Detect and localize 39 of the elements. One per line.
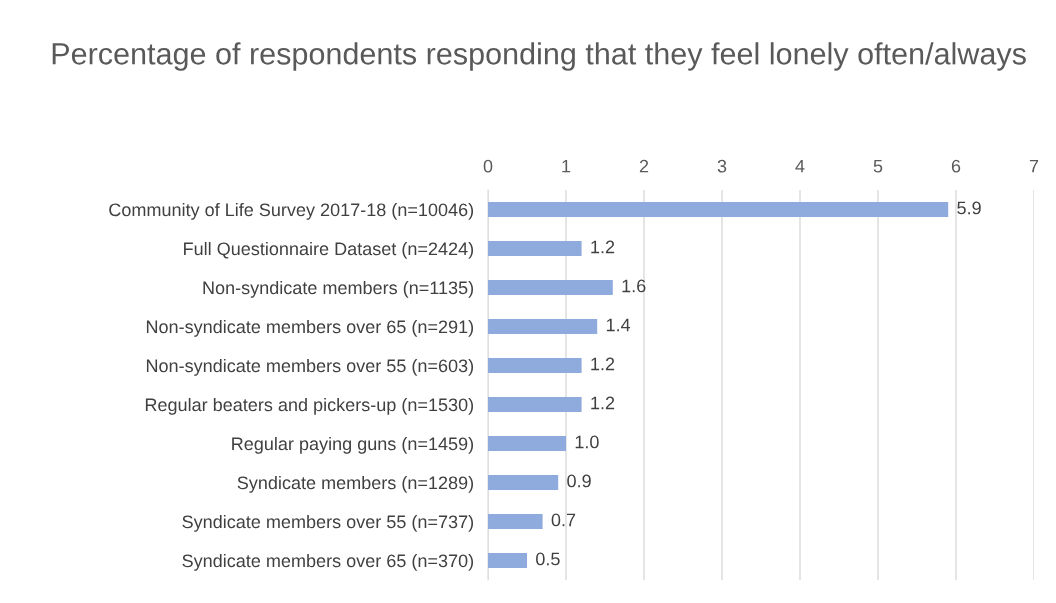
bar [488, 397, 582, 412]
data-label: 1.2 [591, 357, 615, 371]
x-tick-label: 6 [951, 159, 961, 173]
y-tick-label: Regular paying guns (n=1459) [232, 436, 474, 454]
x-tick-label: 7 [1029, 159, 1039, 173]
bar [488, 280, 613, 295]
data-label: 0.9 [567, 474, 591, 488]
y-tick-label: Non-syndicate members (n=1135) [203, 280, 474, 298]
data-label: 0.5 [536, 552, 560, 566]
chart-title: Percentage of respondents responding that they feel lonely often/always [52, 42, 1026, 71]
data-label: 5.9 [957, 201, 981, 215]
bar [488, 202, 949, 217]
x-tick-label: 4 [795, 159, 805, 173]
y-tick-label: Syndicate members over 65 (n=370) [182, 553, 474, 571]
data-label: 1.2 [591, 240, 615, 254]
bar [488, 475, 559, 490]
y-tick-label: Syndicate members over 55 (n=737) [182, 514, 474, 532]
y-tick-label: Regular beaters and pickers-up (n=1530) [145, 397, 474, 415]
bar [488, 319, 598, 334]
bar [488, 514, 543, 529]
data-label: 1.6 [622, 279, 646, 293]
x-tick-label: 0 [483, 159, 493, 173]
data-label: 1.2 [591, 396, 615, 410]
bar [488, 553, 527, 568]
y-tick-label: Non-syndicate members over 65 (n=291) [146, 319, 474, 337]
x-tick-label: 1 [562, 159, 571, 173]
data-label: 0.7 [551, 513, 576, 527]
x-tick-label: 5 [873, 159, 883, 173]
bar [488, 358, 582, 373]
y-tick-label: Syndicate members (n=1289) [237, 475, 474, 493]
y-tick-label: Full Questionnaire Dataset (n=2424) [184, 241, 474, 259]
x-tick-label: 3 [717, 159, 727, 173]
data-label: 1.0 [575, 435, 599, 449]
y-tick-label: Non-syndicate members over 55 (n=603) [146, 358, 474, 376]
y-tick-label: Community of Life Survey 2017-18 (n=10046) [109, 202, 474, 220]
bar [488, 241, 582, 256]
x-tick-label: 2 [639, 159, 649, 173]
bar [488, 436, 566, 451]
data-label: 1.4 [606, 318, 631, 332]
